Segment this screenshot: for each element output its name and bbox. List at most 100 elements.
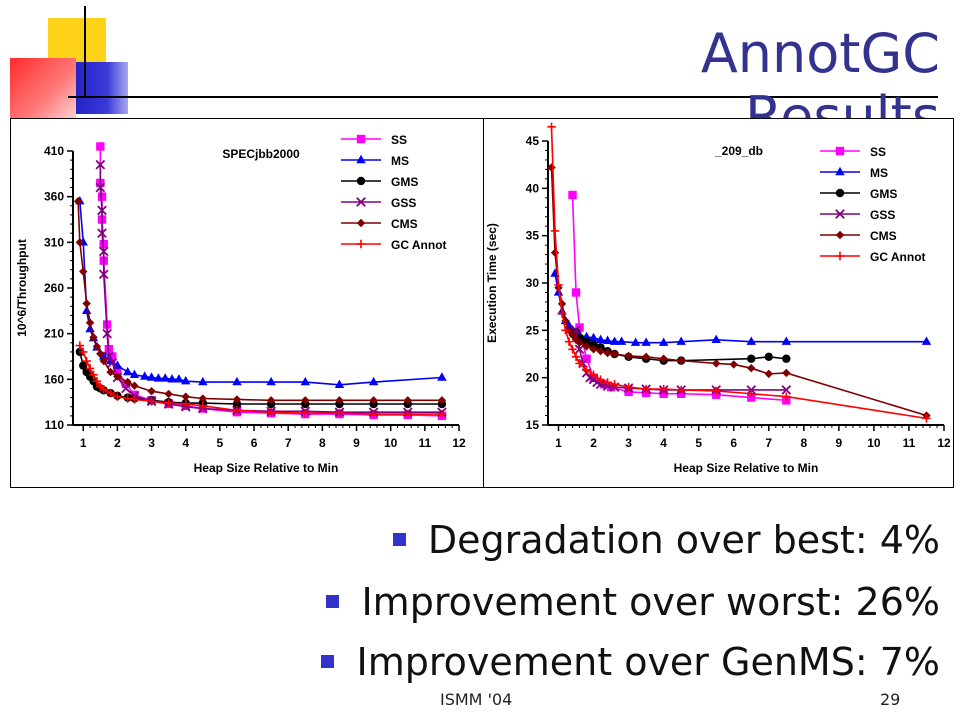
data-point <box>781 336 792 345</box>
y-tick-label: 260 <box>44 281 64 295</box>
y-tick-label: 40 <box>526 181 540 195</box>
bullet-text: Improvement over GenMS: 7% <box>356 640 940 684</box>
bullet-item: Improvement over worst: 26% <box>326 580 940 624</box>
data-point <box>711 334 721 343</box>
series-cms <box>73 197 447 405</box>
legend-marker <box>835 230 845 240</box>
data-point <box>266 396 276 405</box>
legend-label: GSS <box>391 196 416 210</box>
data-point <box>729 360 738 369</box>
data-point <box>147 397 156 406</box>
data-point <box>198 376 208 386</box>
legend-marker <box>356 154 366 164</box>
data-point <box>266 376 276 386</box>
bullet-square-icon <box>321 655 335 668</box>
data-point <box>595 334 606 343</box>
x-tick-label: 1 <box>555 436 562 450</box>
data-point <box>575 338 584 347</box>
data-point <box>659 384 668 394</box>
data-point <box>92 342 102 351</box>
data-point <box>147 387 156 396</box>
x-tick-label: 10 <box>384 436 398 450</box>
data-point <box>79 347 88 357</box>
data-point <box>82 356 91 366</box>
y-tick-label: 160 <box>44 372 64 386</box>
data-point <box>167 374 177 383</box>
legend: SS MS GMS GSS CMS GC Annot <box>820 145 926 264</box>
x-tick-label: 12 <box>452 436 466 450</box>
legend-marker <box>835 146 845 156</box>
data-point <box>368 376 379 386</box>
data-point <box>437 372 447 381</box>
y-tick-label: 25 <box>526 323 540 337</box>
data-point <box>96 349 105 358</box>
data-point <box>624 351 633 361</box>
data-point <box>781 385 792 395</box>
data-point <box>153 373 164 382</box>
x-axis-label: Heap Size Relative to Min <box>674 461 819 475</box>
legend-marker <box>356 239 366 249</box>
x-tick-label: 12 <box>937 436 951 450</box>
y-tick-label: 30 <box>526 276 540 290</box>
x-tick-label: 3 <box>148 436 155 450</box>
data-point <box>81 305 92 315</box>
data-point <box>658 337 669 346</box>
data-point <box>85 364 95 373</box>
data-point <box>335 396 344 405</box>
bullet-item: Improvement over GenMS: 7% <box>321 640 940 684</box>
deco-red-square <box>10 58 76 118</box>
bullet-square-icon <box>326 595 340 608</box>
x-tick-label: 10 <box>867 436 881 450</box>
y-tick-label: 410 <box>44 144 64 158</box>
data-point <box>266 408 276 417</box>
data-point <box>603 378 612 387</box>
x-tick-label: 9 <box>836 436 843 450</box>
legend-label: MS <box>391 154 409 168</box>
data-point <box>921 336 932 345</box>
data-point <box>599 380 609 389</box>
legend-label: GC Annot <box>870 250 926 264</box>
x-tick-label: 5 <box>217 436 224 450</box>
data-point <box>624 382 633 392</box>
legend-label: SS <box>870 145 886 159</box>
data-point <box>609 336 620 345</box>
legend-label: CMS <box>391 217 418 231</box>
x-tick-label: 7 <box>765 436 772 450</box>
data-point <box>232 395 242 404</box>
data-point <box>89 370 98 379</box>
data-point <box>616 336 627 345</box>
data-point <box>589 340 598 349</box>
legend-marker <box>835 251 845 261</box>
data-point <box>98 269 109 280</box>
data-point <box>181 399 190 409</box>
data-point <box>568 345 577 354</box>
data-point <box>782 392 791 401</box>
x-tick-label: 2 <box>590 436 597 450</box>
data-point <box>232 399 242 409</box>
data-point <box>676 336 686 345</box>
series-line <box>77 201 442 402</box>
data-point <box>106 367 115 377</box>
data-point <box>568 190 577 200</box>
data-point <box>369 409 378 419</box>
data-point <box>123 394 132 403</box>
legend-marker <box>835 209 845 219</box>
data-point <box>547 122 556 131</box>
legend-label: GSS <box>870 208 895 222</box>
data-point <box>82 299 91 308</box>
chart-title: _209_db <box>714 144 763 158</box>
legend-marker <box>356 218 366 228</box>
data-point <box>747 389 756 398</box>
data-point <box>564 337 574 346</box>
data-point <box>582 337 591 346</box>
data-point <box>301 408 310 418</box>
data-point <box>122 366 133 376</box>
legend-marker <box>356 176 366 186</box>
legend-label: MS <box>870 166 888 180</box>
data-point <box>550 248 560 257</box>
data-point <box>130 395 139 404</box>
data-point <box>129 369 140 378</box>
data-point <box>160 373 170 382</box>
data-point <box>113 392 122 401</box>
bullet-item: Degradation over best: 4% <box>392 518 940 562</box>
